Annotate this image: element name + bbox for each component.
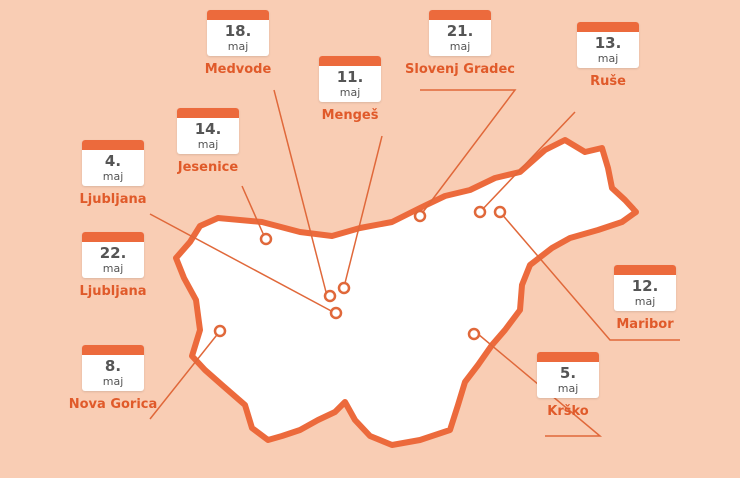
event-month: maj bbox=[339, 86, 361, 99]
slovenia-outline bbox=[173, 137, 639, 448]
calendar-icon: 18. maj bbox=[207, 10, 269, 56]
city-label: Ruše bbox=[590, 74, 626, 89]
marker-nova-gorica bbox=[213, 324, 227, 338]
city-label: Nova Gorica bbox=[68, 397, 158, 412]
calendar-icon: 22. maj bbox=[82, 232, 144, 278]
city-label: Medvode bbox=[204, 62, 272, 77]
city-label: Krško bbox=[547, 404, 589, 419]
event-day: 5. bbox=[559, 364, 577, 382]
event-month: maj bbox=[634, 295, 656, 308]
event-medvode: 18. maj Medvode bbox=[178, 10, 298, 77]
calendar-icon: 5. maj bbox=[537, 352, 599, 398]
calendar-header bbox=[177, 108, 239, 118]
marker-slovenj-gradec bbox=[413, 209, 427, 223]
calendar-header bbox=[82, 232, 144, 242]
calendar-icon: 8. maj bbox=[82, 345, 144, 391]
city-label: Ljubljana bbox=[79, 284, 147, 299]
event-ljubljana-22: 22. maj Ljubljana bbox=[53, 232, 173, 299]
event-ruse: 13. maj Ruše bbox=[548, 22, 668, 89]
event-krsko: 5. maj Krško bbox=[508, 352, 628, 419]
city-label: Mengeš bbox=[321, 108, 379, 123]
calendar-icon: 14. maj bbox=[177, 108, 239, 154]
event-day: 18. bbox=[224, 22, 252, 40]
connector-menges bbox=[343, 135, 383, 288]
event-month: maj bbox=[102, 375, 124, 388]
event-day: 12. bbox=[631, 277, 659, 295]
event-menges: 11. maj Mengeš bbox=[290, 56, 410, 123]
event-month: maj bbox=[227, 40, 249, 53]
city-label: Maribor bbox=[616, 317, 674, 332]
event-day: 13. bbox=[594, 34, 622, 52]
event-day: 11. bbox=[336, 68, 364, 86]
city-label: Ljubljana bbox=[79, 192, 147, 207]
connector-slovenj-gradec bbox=[419, 89, 517, 217]
calendar-header bbox=[82, 345, 144, 355]
event-slovenj-gradec: 21. maj Slovenj Gradec bbox=[400, 10, 520, 77]
connector-ruse bbox=[479, 111, 576, 213]
marker-menges bbox=[337, 281, 351, 295]
connector-krsko bbox=[477, 333, 603, 437]
calendar-icon: 4. maj bbox=[82, 140, 144, 186]
city-label: Slovenj Gradec bbox=[405, 62, 515, 77]
calendar-icon: 21. maj bbox=[429, 10, 491, 56]
event-month: maj bbox=[597, 52, 619, 65]
connector-maribor bbox=[499, 211, 680, 341]
calendar-header bbox=[82, 140, 144, 150]
calendar-icon: 13. maj bbox=[577, 22, 639, 68]
calendar-header bbox=[537, 352, 599, 362]
calendar-icon: 11. maj bbox=[319, 56, 381, 102]
connector-jesenice bbox=[241, 185, 266, 239]
calendar-header bbox=[614, 265, 676, 275]
calendar-header bbox=[319, 56, 381, 66]
event-month: maj bbox=[102, 170, 124, 183]
event-day: 22. bbox=[99, 244, 127, 262]
event-day: 21. bbox=[446, 22, 474, 40]
event-month: maj bbox=[102, 262, 124, 275]
marker-medvode bbox=[323, 289, 337, 303]
event-ljubljana-4: 4. maj Ljubljana bbox=[53, 140, 173, 207]
event-day: 4. bbox=[104, 152, 122, 170]
marker-ljubljana bbox=[329, 306, 343, 320]
event-month: maj bbox=[557, 382, 579, 395]
calendar-icon: 12. maj bbox=[614, 265, 676, 311]
event-month: maj bbox=[197, 138, 219, 151]
marker-maribor bbox=[493, 205, 507, 219]
marker-ruse bbox=[473, 205, 487, 219]
marker-krsko bbox=[467, 327, 481, 341]
connector-ljubljana-4 bbox=[149, 213, 336, 314]
event-nova-gorica: 8. maj Nova Gorica bbox=[53, 345, 173, 412]
event-day: 8. bbox=[104, 357, 122, 375]
calendar-header bbox=[207, 10, 269, 20]
calendar-header bbox=[429, 10, 491, 20]
event-jesenice: 14. maj Jesenice bbox=[148, 108, 268, 175]
event-month: maj bbox=[449, 40, 471, 53]
connector-nova-gorica bbox=[149, 330, 221, 420]
connector-medvode bbox=[273, 89, 327, 293]
calendar-header bbox=[577, 22, 639, 32]
event-maribor: 12. maj Maribor bbox=[585, 265, 705, 332]
city-label: Jesenice bbox=[177, 160, 239, 175]
marker-jesenice bbox=[259, 232, 273, 246]
event-day: 14. bbox=[194, 120, 222, 138]
